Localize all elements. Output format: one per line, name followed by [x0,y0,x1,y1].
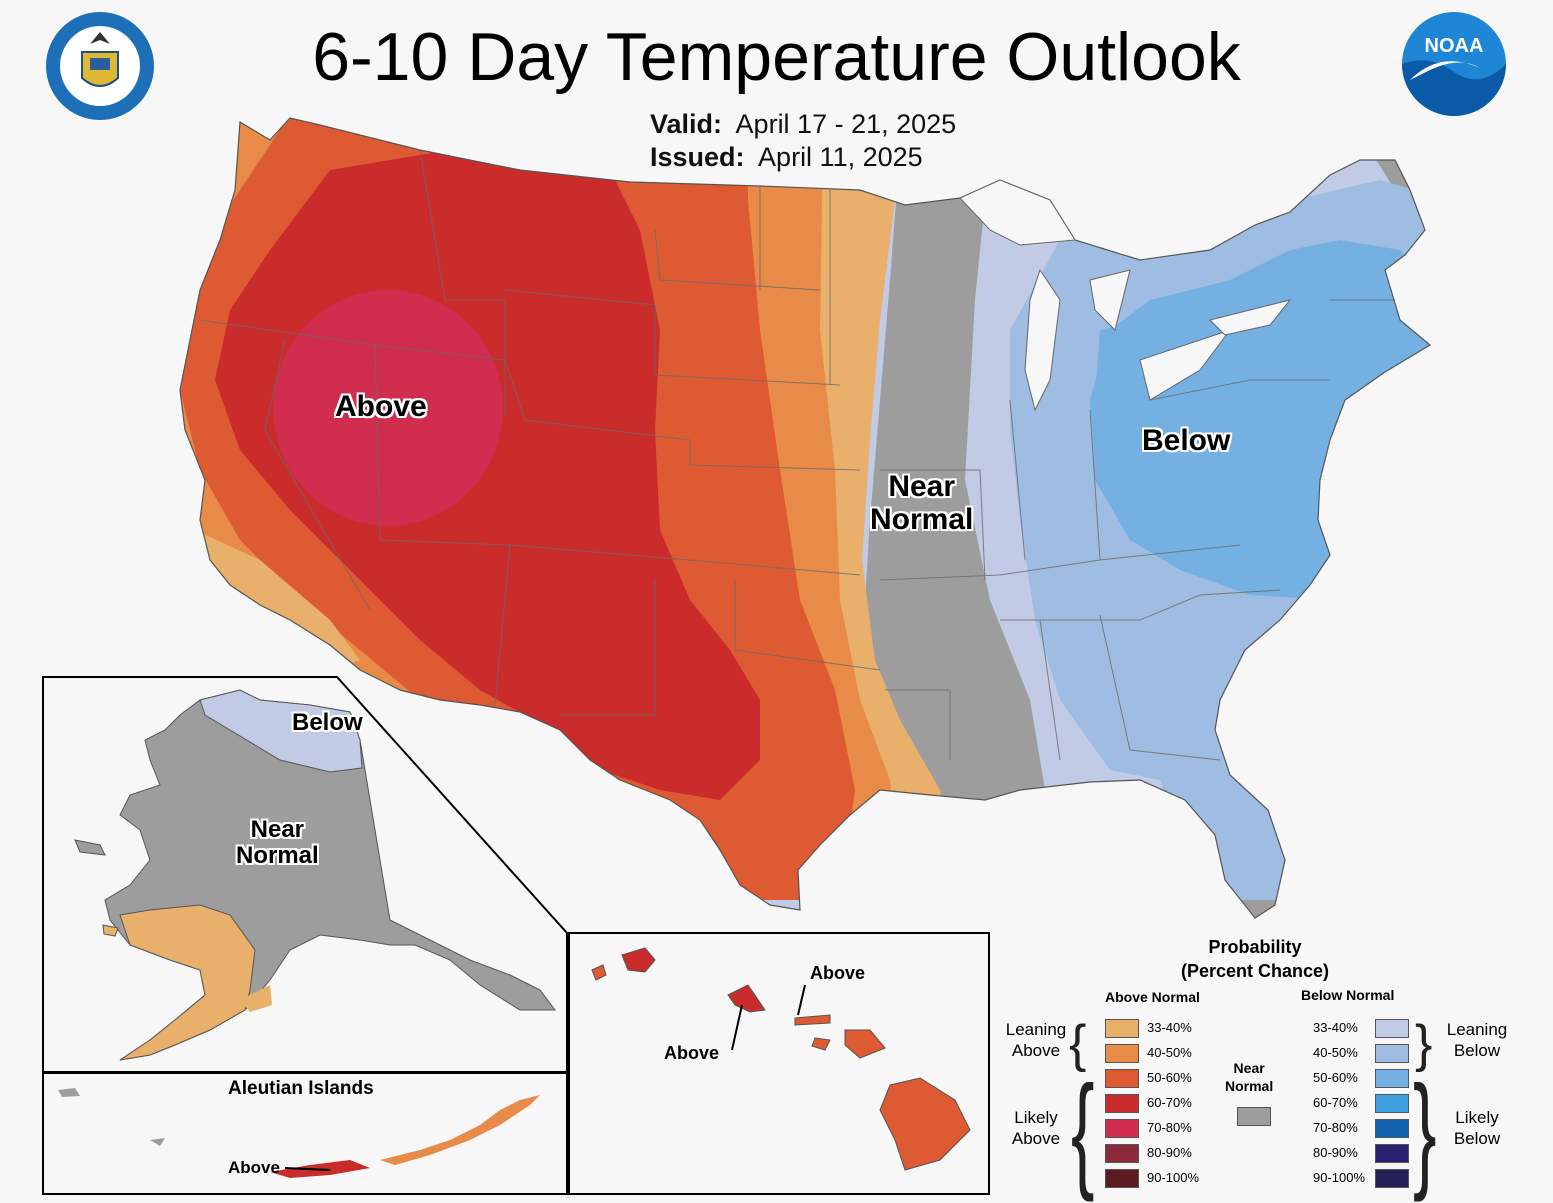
aleutian-title: Aleutian Islands [228,1078,374,1099]
legend-near-normal: Near Normal [1225,1059,1273,1095]
legend-near-normal-swatch [1237,1107,1271,1126]
legend-swatch [1105,1144,1139,1163]
legend-swatch-label: 40-50% [1147,1045,1192,1060]
hawaii-above-label-1: Above [810,963,866,983]
legend-swatch [1105,1169,1139,1188]
brace-icon: } [1415,1015,1433,1073]
legend-swatch [1375,1069,1409,1088]
conus-above-label: Above [335,390,427,423]
noaa-logo: NOAA [1402,12,1506,116]
valid-dates: April 17 - 21, 2025 [735,109,957,139]
legend-swatch [1375,1044,1409,1063]
leaning-above-line1: Leaning [1005,1020,1067,1039]
noaa-logo-text: NOAA [1425,35,1484,57]
legend-swatch-label: 80-90% [1147,1145,1192,1160]
legend-swatch-label: 70-80% [1313,1120,1358,1135]
legend-swatch-label: 80-90% [1313,1145,1358,1160]
likely-above-line1: Likely [1014,1108,1058,1127]
issued-date: April 11, 2025 [758,142,923,172]
legend-swatch [1375,1094,1409,1113]
conus-near-line2: Normal [870,503,974,536]
legend-swatch [1105,1069,1139,1088]
hawaii-above-label-2: Above [664,1043,720,1063]
legend-swatch [1105,1044,1139,1063]
legend-swatch-label: 50-60% [1313,1070,1358,1085]
legend-near-line1: Near [1233,1060,1265,1076]
alaska-below-label: Below [292,709,363,736]
legend-swatch-label: 90-100% [1313,1170,1366,1185]
legend: Probability (Percent Chance) Above Norma… [995,935,1535,1203]
legend-swatch-label: 33-40% [1147,1020,1192,1035]
legend-swatch-label: 50-60% [1147,1070,1192,1085]
legend-title-line1: Probability [1208,937,1302,957]
conus-near-line1: Near [888,470,956,503]
issued-label: Issued: [650,142,745,172]
legend-swatch [1375,1169,1409,1188]
aleutian-above-label: Above [228,1158,280,1177]
legend-swatch [1105,1119,1139,1138]
legend-swatch-label: 70-80% [1147,1120,1192,1135]
legend-likely-above: Likely Above [1001,1107,1071,1149]
likely-below-line1: Likely [1455,1108,1499,1127]
valid-label: Valid: [650,109,723,139]
date-info: Valid: April 17 - 21, 2025 Issued: April… [650,108,956,174]
legend-swatch [1375,1144,1409,1163]
likely-above-line2: Above [1011,1129,1061,1148]
alaska-near-line2: Normal [236,842,319,870]
conus-near-normal-label: Near Normal [870,470,973,536]
legend-swatch [1105,1019,1139,1038]
brace-icon: { [1069,1015,1087,1073]
page-title: 6-10 Day Temperature Outlook [312,19,1241,95]
leaning-above-line2: Above [1011,1041,1061,1060]
legend-title-line2: (Percent Chance) [1180,961,1330,981]
legend-title: Probability (Percent Chance) [1165,935,1345,983]
alaska-near-line1: Near [250,816,305,843]
leaning-below-line1: Leaning [1446,1020,1508,1039]
legend-swatch-label: 40-50% [1313,1045,1358,1060]
legend-near-line2: Normal [1225,1078,1274,1094]
legend-swatch-label: 90-100% [1147,1170,1200,1185]
legend-leaning-above: Leaning Above [1001,1019,1071,1061]
legend-swatch-label: 33-40% [1313,1020,1358,1035]
legend-swatch [1375,1019,1409,1038]
legend-swatch-label: 60-70% [1147,1095,1192,1110]
alaska-near-normal-label: Near Normal [236,816,319,870]
brace-icon: } [1413,1060,1437,1203]
likely-below-line2: Below [1453,1129,1501,1148]
legend-below-header: Below Normal [1301,987,1395,1003]
legend-above-header: Above Normal [1105,989,1200,1005]
legend-swatch [1105,1094,1139,1113]
conus-below-label: Below [1142,424,1231,457]
legend-swatch [1375,1119,1409,1138]
leaning-below-line2: Below [1453,1041,1501,1060]
legend-swatch-label: 60-70% [1313,1095,1358,1110]
brace-icon: { [1071,1060,1095,1203]
commerce-seal-logo [46,12,154,120]
legend-likely-below: Likely Below [1439,1107,1515,1149]
legend-leaning-below: Leaning Below [1439,1019,1515,1061]
